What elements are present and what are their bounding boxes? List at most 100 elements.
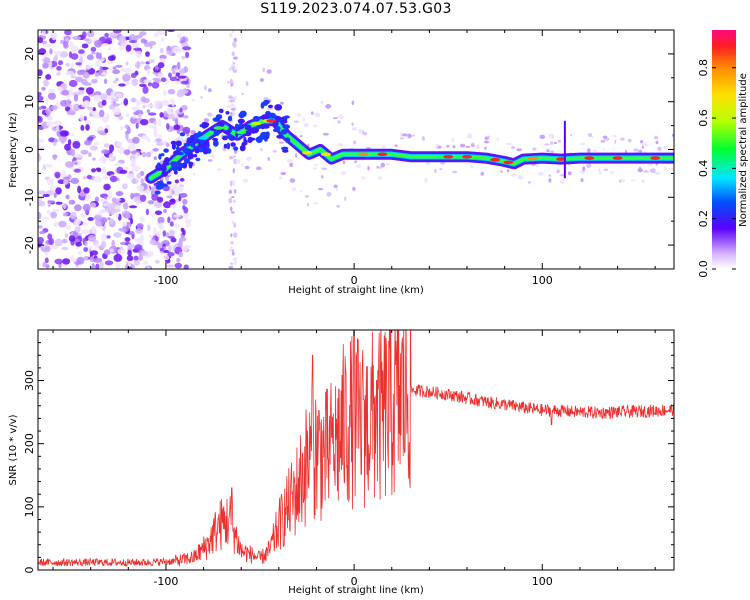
spectrogram-noise-blob [107,190,113,199]
spectrogram-noise-blob [38,225,43,229]
spectrogram-noise-blob [496,137,500,141]
spectrogram-peak [236,130,247,135]
spectrogram-noise-blob [227,81,230,84]
spectrogram-noise-blob [45,108,52,115]
spectrogram-noise-blob [93,176,103,183]
spectrogram-noise-blob [148,235,154,239]
spectrogram-noise-blob [402,133,408,137]
spectrogram-noise-blob [134,152,141,159]
spectrogram-noise-blob [113,232,122,238]
spectrogram-noise-blob [43,79,49,87]
spectrogram-noise-blob [166,107,172,114]
spectrogram-noise-blob [649,168,654,173]
spectrogram-noise-blob [79,56,84,65]
spectrogram-noise-blob [484,146,487,150]
spectrogram-peak [358,152,369,157]
spectrogram-noise-blob [129,34,137,42]
spectrogram-noise-blob [640,140,644,144]
spectrogram-noise-blob [134,244,143,251]
y-tick-label: 200 [23,433,36,454]
spectrogram-noise-blob [101,149,110,154]
spectrogram-noise-blob [146,109,151,113]
spectrogram-noise-blob [74,204,82,212]
spectrogram-peak [490,158,501,162]
spectrogram-noise-blob [121,221,128,227]
spectrogram-noise-blob [241,92,244,96]
spectrogram-noise-blob [229,156,234,160]
spectrogram-noise-blob [83,116,87,121]
spectrogram-ridge-blob [252,115,260,122]
spectrogram-noise-blob [169,98,174,103]
spectrogram-noise-blob [162,230,167,237]
spectrogram-noise-blob [113,253,123,262]
spectrogram-noise-blob [81,229,90,234]
spectrogram-noise-blob [163,209,167,213]
spectrogram-noise-blob [93,114,102,119]
spectrogram-noise-blob [95,263,100,269]
spectrogram-noise-blob [101,166,107,175]
spectrogram-noise-blob [96,168,102,173]
snr-frame [37,329,675,571]
spectrogram-noise-blob [190,129,196,135]
spectrogram-noise-blob [82,203,91,212]
spectrogram-noise-blob [306,202,310,207]
spectrogram-noise-blob [511,173,516,177]
spectrogram-ridge-blob [182,147,190,154]
spectrogram-ridge-blob [275,126,281,132]
spectrogram-noise-blob [353,140,357,145]
spectrogram-noise-blob [296,113,302,117]
spectrogram-noise-blob [55,187,62,195]
spectrogram-noise-blob [487,135,490,140]
spectrogram-noise-blob [172,46,181,54]
spectrogram-noise-blob [163,255,170,261]
spectrogram-noise-blob [97,126,104,132]
spectrogram-noise-blob [84,241,88,247]
spectrogram-noise-blob [38,138,43,143]
spectrogram-noise-blob [175,72,180,77]
spectrogram-noise-blob [169,76,177,82]
spectrogram-noise-blob [70,61,74,70]
spectrogram-noise-blob [130,50,134,55]
spectrogram-noise-blob [570,134,573,137]
spectrogram-noise-blob [351,100,355,106]
spectrogram-noise-blob [178,196,182,202]
spectrogram-noise-blob [233,37,237,43]
spectrogram-noise-blob [113,30,122,34]
snr-series-line [38,330,674,567]
spectrogram-ridge-blob [261,114,269,121]
spectrogram-noise-blob [175,80,183,85]
spectrogram-noise-blob [505,142,512,146]
spectrogram-noise-blob [157,216,165,224]
spectrogram-noise-blob [68,88,73,96]
spectrogram-noise-blob [81,43,89,49]
spectrogram-noise-blob [162,89,167,96]
spectrogram-noise-blob [139,31,147,36]
spectrogram-ridge-blob [154,190,161,195]
spectrogram-noise-blob [99,65,103,74]
spectrogram-ridge-blob [212,139,219,147]
spectrogram-noise-blob [139,234,144,242]
spectrogram-ridge-blob [183,142,191,147]
spectrogram-noise-blob [140,119,149,126]
spectrogram-noise-blob [77,49,85,54]
x-tick-label: 100 [532,274,553,287]
spectrogram-noise-blob [45,74,52,80]
spectrogram-noise-blob [94,72,100,77]
spectrogram-noise-blob [567,171,572,176]
spectrogram-noise-blob [65,194,70,200]
spectrogram-ridge-blob [212,137,219,141]
spectrogram-noise-blob [112,69,120,75]
spectrogram-noise-blob [167,216,171,224]
spectrogram-noise-blob [109,144,115,153]
spectrogram-noise-blob [179,184,184,188]
spectrogram-noise-blob [228,32,233,38]
spectrogram-noise-blob [91,79,98,84]
spectrogram-noise-blob [179,186,184,192]
spectrogram-noise-blob [122,183,128,190]
spectrogram-noise-blob [72,35,82,41]
spectrogram-noise-blob [484,136,488,140]
spectrogram-noise-blob [104,78,108,85]
spectrogram-noise-blob [580,142,585,146]
spectrogram-noise-blob [109,175,118,183]
spectrogram-noise-blob [58,220,67,228]
